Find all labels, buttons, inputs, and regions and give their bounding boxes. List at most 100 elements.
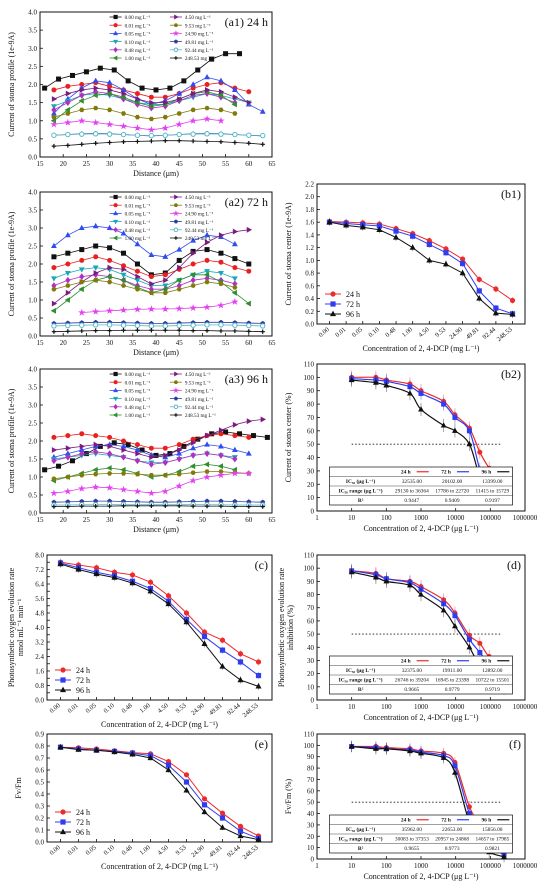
a2-point <box>148 251 155 258</box>
a3-point <box>79 472 85 478</box>
a2-point <box>147 305 155 313</box>
a2-point <box>204 231 210 238</box>
a3-xtick-label: 65 <box>269 516 277 524</box>
a1-point <box>204 131 210 137</box>
a1-legend-marker <box>172 30 180 37</box>
a1-ytick-label: 2.0 <box>28 81 37 89</box>
a2-legend-label: 92.44 mg L⁻¹ <box>185 228 214 234</box>
b1-legend-label: 96 h <box>346 310 360 319</box>
b2-xtick-label: 100 <box>381 514 392 522</box>
a2-point <box>133 305 142 313</box>
a1-point <box>139 85 145 91</box>
a1-point <box>232 94 239 101</box>
f-ic50-table: 24 h 72 h 96 h IC₅₀ (μg L⁻¹) 35962.00 22653.0… <box>329 814 513 854</box>
a2-point <box>121 266 127 273</box>
a1-point <box>260 132 266 139</box>
a1-point <box>177 138 182 143</box>
d-xtick-label: 1000 <box>414 703 429 711</box>
a2-point <box>260 323 266 329</box>
a1-point <box>83 69 89 75</box>
a1-xtick-label: 20 <box>60 160 68 168</box>
a2-point <box>93 328 98 333</box>
a3-ytick-label: 2.0 <box>28 438 37 446</box>
d-table-cell: 32375.00 <box>402 668 423 674</box>
a1-point <box>64 118 72 126</box>
a3-legend-label: 9.53 mg L⁻¹ <box>185 380 211 386</box>
b2-ytick-label: 80 <box>307 401 315 409</box>
a3-legend-marker <box>113 387 119 393</box>
c-point <box>237 676 244 683</box>
c-point <box>219 663 226 669</box>
a2-point <box>217 301 225 309</box>
a2-point <box>218 270 224 277</box>
d-table-cell: 26746 to 39204 <box>395 678 429 684</box>
c-xtick-label: 24.90 <box>190 702 206 717</box>
a1-point <box>190 81 197 87</box>
a1-point <box>218 77 224 83</box>
a3-point <box>50 489 58 497</box>
e-legend-label: 96 h <box>76 828 90 837</box>
d-point <box>466 644 473 650</box>
b1-point <box>343 221 350 228</box>
a1-point <box>147 125 155 133</box>
a1-point <box>92 92 98 99</box>
c-xtick-label: 49.81 <box>208 702 224 717</box>
a3-point <box>120 466 126 473</box>
a2-point <box>231 289 237 296</box>
a3-point <box>203 473 211 481</box>
a1-point <box>149 99 155 106</box>
a2-xtick-label: 15 <box>37 339 45 347</box>
a3-point <box>203 461 210 468</box>
a3-xlabel: Distance (μm) <box>133 525 179 534</box>
a2-point <box>107 328 112 333</box>
a1-point <box>148 132 155 139</box>
d-ytick-label: 30 <box>307 657 315 665</box>
a2-legend-label: 49.81 mg L⁻¹ <box>185 220 214 226</box>
a2-point <box>105 306 114 314</box>
a3-point <box>148 472 154 478</box>
a2-point <box>50 307 56 314</box>
a1-point <box>204 105 210 111</box>
a2-point <box>189 304 197 312</box>
a2-ytick-label: 2.5 <box>28 243 37 251</box>
a2-series <box>51 328 265 334</box>
d-ytick-label: 50 <box>307 631 315 639</box>
b1-xtick-label: 0.00 <box>318 326 331 339</box>
a1-legend-label: 0.05 mg L⁻¹ <box>125 32 151 38</box>
a1-point <box>64 106 70 113</box>
a1-point <box>92 118 100 126</box>
a3-ytick-label: 1.0 <box>28 474 37 482</box>
a1-point <box>162 132 168 138</box>
a3-point <box>204 503 210 509</box>
d-table-cell: 19911.00 <box>442 668 462 674</box>
b2-xtick-label: 10000 <box>447 514 465 522</box>
a2-point <box>175 277 182 284</box>
a2-point <box>65 250 71 256</box>
c-xtick-label: 0.48 <box>121 702 134 715</box>
b1-xtick-label: 9.53 <box>434 326 447 339</box>
a2-point <box>177 264 183 271</box>
a2-legend-marker <box>173 227 179 233</box>
a3-point <box>163 452 169 459</box>
b1-xlabel: Concentration of 2, 4-DCP (mg L⁻¹) <box>363 344 480 353</box>
a1-point <box>260 142 265 147</box>
a2-point <box>51 329 57 334</box>
c-xtick-label: 0.00 <box>49 702 62 715</box>
c-xtick-label: 1.00 <box>139 702 152 715</box>
c-point <box>165 593 172 599</box>
a1-point <box>203 115 211 123</box>
a3-xtick-label: 35 <box>129 516 137 524</box>
a3-point <box>245 469 253 477</box>
a1-xtick-label: 40 <box>153 160 161 168</box>
f-table-cell: 30083 to 37353 <box>395 837 429 843</box>
b2-ytick-label: 10 <box>307 494 315 502</box>
e-point <box>201 808 208 815</box>
d-table-cell: 24 h <box>401 659 411 665</box>
a3-legend-marker <box>172 387 180 394</box>
e-point <box>201 802 208 808</box>
a2-plot-frame <box>39 191 273 337</box>
b2-table-cell: 24 h <box>401 470 411 476</box>
a2-point <box>120 230 127 236</box>
a3-point <box>93 503 98 509</box>
